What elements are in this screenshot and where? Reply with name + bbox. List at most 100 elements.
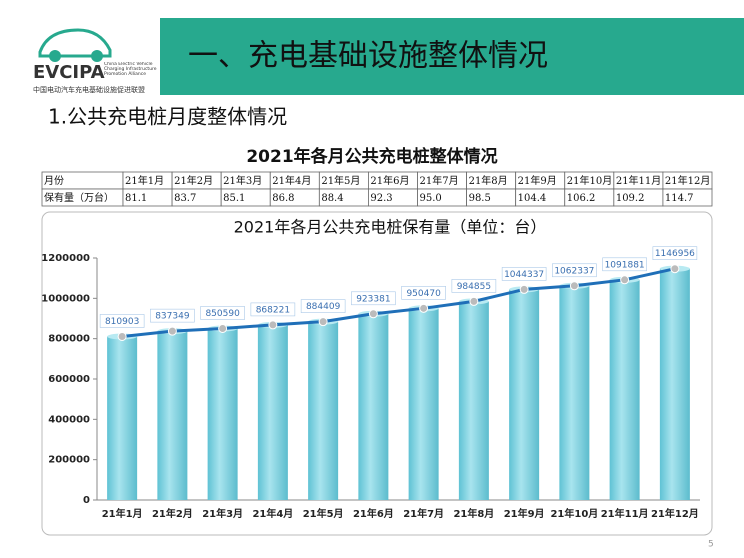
x-tick-label: 21年7月 xyxy=(403,507,444,520)
table-cell-text: 保有量（万台） xyxy=(44,191,114,204)
bar xyxy=(308,321,339,500)
table-cell-text: 21年6月 xyxy=(370,174,409,187)
table: 月份 21年1月 21年2月 21年3月 21年4月 21年5月 21年6月 21年7月 21年… xyxy=(41,171,713,207)
x-tick-label: 21年6月 xyxy=(353,507,394,520)
line-marker xyxy=(469,296,479,306)
table-cell-text: 88.4 xyxy=(321,193,343,204)
table-cell-text: 92.3 xyxy=(370,193,392,204)
data-label-box xyxy=(150,308,195,323)
bar xyxy=(157,331,188,500)
table-cell-text: 83.7 xyxy=(174,193,196,204)
table-cell-text: 月份 xyxy=(44,175,64,187)
y-tick-label: 200000 xyxy=(48,455,90,466)
line-marker xyxy=(569,281,579,291)
plot: 0 200000 400000 600000 800000 1000000 1200000 2… xyxy=(41,246,700,520)
bar xyxy=(257,324,288,500)
data-label: 868221 xyxy=(256,305,290,315)
x-tick-label: 21年12月 xyxy=(651,507,699,520)
line-marker xyxy=(419,303,429,313)
bar xyxy=(559,285,590,500)
bar xyxy=(609,279,640,500)
data-label: 1146956 xyxy=(655,249,695,259)
line-marker xyxy=(218,323,228,333)
logo-english: China Electric Vehicle Charging Infrastr… xyxy=(104,62,157,77)
logo: EVCIPA China Electric Vehicle Charging I… xyxy=(33,28,157,94)
logo-english-box: China Electric Vehicle Charging Infrastr… xyxy=(104,62,157,77)
line-marker xyxy=(519,284,529,294)
x-tick-label: 21年1月 xyxy=(102,507,143,520)
title-banner xyxy=(160,18,744,95)
section-title: 1.公共充电桩月度整体情况 xyxy=(48,105,287,129)
y-tick-label: 600000 xyxy=(48,374,90,385)
data-label: 1044337 xyxy=(504,270,544,280)
data-label: 1091881 xyxy=(605,260,645,270)
y-tick-label: 1200000 xyxy=(41,253,90,264)
data-label-box xyxy=(451,279,497,293)
logo-car xyxy=(38,28,112,58)
line-marker xyxy=(117,331,127,341)
table-cell xyxy=(662,188,713,207)
slide-title: 一、充电基础设施整体情况 xyxy=(188,39,548,74)
data-label-box xyxy=(552,263,597,278)
logo-wheel xyxy=(91,50,103,62)
x-tick-label: 21年8月 xyxy=(453,507,494,520)
data-label: 884409 xyxy=(306,302,341,312)
x-tick-label: 21年5月 xyxy=(303,507,344,520)
x-tick-label: 21年10月 xyxy=(550,507,598,520)
page-number: 5 xyxy=(708,540,714,550)
table-cell-text: 86.8 xyxy=(272,193,294,204)
table-cell-text: 21年4月 xyxy=(272,174,311,187)
bar xyxy=(659,268,690,500)
data-label-box xyxy=(200,306,245,320)
line xyxy=(121,267,676,338)
line-marker xyxy=(670,264,680,274)
bar xyxy=(107,336,138,500)
data-label-box xyxy=(99,314,145,328)
table-cell-text: 81.1 xyxy=(125,193,147,204)
bar xyxy=(458,301,489,500)
table-cell-text: 21年5月 xyxy=(321,174,360,187)
data-label: 810903 xyxy=(105,317,139,327)
bar xyxy=(207,328,238,500)
table-cell-text: 104.4 xyxy=(518,193,547,204)
bar xyxy=(358,313,389,500)
table-cell-text: 21年2月 xyxy=(174,174,213,187)
table-cell-text: 98.5 xyxy=(469,193,491,204)
table-cell-text: 109.2 xyxy=(616,193,645,204)
y-tick-label: 800000 xyxy=(48,334,90,345)
table-cell-text: 21年9月 xyxy=(518,174,557,187)
line-marker xyxy=(167,326,177,336)
table-cell-text: 21年11月 xyxy=(616,174,661,187)
data-label-box xyxy=(602,257,647,272)
data-label: 923381 xyxy=(356,294,390,304)
y-tick-label: 1000000 xyxy=(41,293,90,304)
data-label: 850590 xyxy=(205,309,240,319)
data-label: 984855 xyxy=(457,282,491,292)
x-tick-label: 21年11月 xyxy=(601,507,649,520)
data-label-box xyxy=(351,291,396,306)
table-cell-text: 21年12月 xyxy=(665,174,710,187)
table-title: 2021年各月公共充电桩整体情况 xyxy=(246,146,497,167)
table-cell-text: 21年1月 xyxy=(125,174,164,187)
line-marker xyxy=(368,309,378,319)
table-cell-text: 95.0 xyxy=(420,193,442,204)
x-tick-label: 21年2月 xyxy=(152,507,193,520)
line-marker xyxy=(620,275,630,285)
data-label: 950470 xyxy=(406,289,441,299)
line-marker xyxy=(318,317,328,327)
chart-title: 2021年各月公共充电桩保有量（单位：台） xyxy=(234,218,547,237)
x-tick-label: 21年4月 xyxy=(252,507,293,520)
logo-name: EVCIPA xyxy=(33,62,105,83)
bar xyxy=(509,289,540,500)
data-label-box xyxy=(652,246,698,260)
table-cell-text: 21年8月 xyxy=(469,174,508,187)
x-tick-label: 21年9月 xyxy=(504,507,545,520)
table-cell-text: 21年3月 xyxy=(223,174,262,187)
table-cell-text: 106.2 xyxy=(567,193,596,204)
table-cell-text: 21年7月 xyxy=(420,174,459,187)
bar xyxy=(408,308,439,500)
table-cell-text: 85.1 xyxy=(223,193,245,204)
data-label-box xyxy=(401,286,446,300)
data-label-box xyxy=(250,302,296,317)
